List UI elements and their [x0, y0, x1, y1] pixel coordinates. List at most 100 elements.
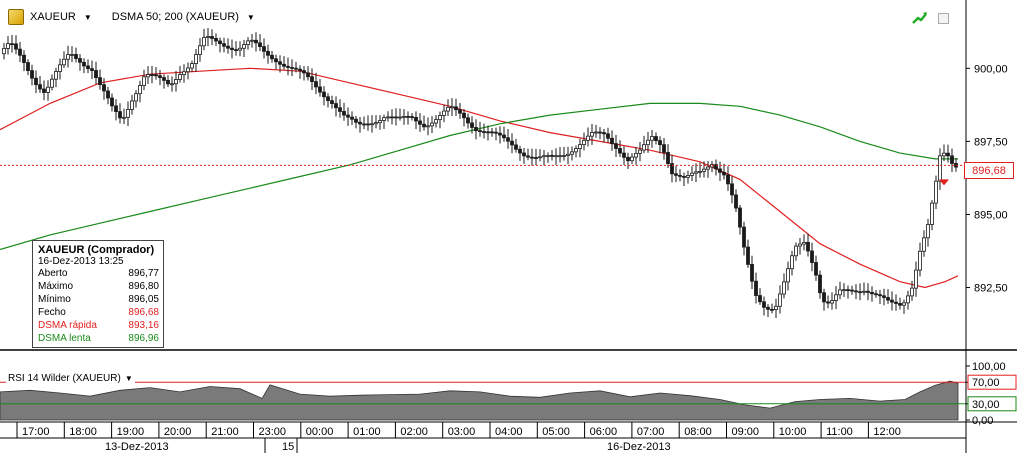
- info-box-datetime: 16-Dez-2013 13:25: [38, 256, 124, 267]
- candle-body: [214, 38, 218, 42]
- candle-body: [842, 289, 846, 292]
- candle-body: [226, 45, 230, 49]
- candle-body: [382, 117, 386, 121]
- candle-body: [762, 301, 766, 308]
- candle-body: [658, 140, 662, 146]
- candle-body: [482, 131, 486, 133]
- window-maximize-icon[interactable]: [938, 12, 949, 24]
- indicator-selector[interactable]: DSMA 50; 200 (XAUEUR): [111, 11, 239, 23]
- candle-body: [650, 136, 654, 141]
- candle-body: [102, 84, 106, 92]
- candle-body: [442, 110, 446, 116]
- indicator-dropdown-icon[interactable]: ▼: [246, 12, 255, 22]
- candle-body: [522, 152, 526, 157]
- candle-body: [198, 45, 202, 55]
- candle-body: [338, 107, 342, 112]
- time-tick-label: 02:00: [400, 426, 428, 438]
- candle-body: [506, 137, 510, 142]
- info-row-high: Máximo 896,80: [38, 281, 159, 292]
- candle-body: [134, 93, 138, 102]
- candle-body: [538, 156, 542, 159]
- candle-body: [846, 289, 850, 292]
- candle-body: [446, 106, 450, 112]
- candle-body: [594, 131, 598, 134]
- candle-body: [494, 131, 498, 134]
- time-tick-label: 00:00: [306, 426, 334, 438]
- candle-body: [834, 294, 838, 301]
- candle-body: [582, 139, 586, 146]
- rsi-selector[interactable]: RSI 14 Wilder (XAUEUR): [8, 373, 121, 384]
- candle-body: [470, 122, 474, 128]
- candle-body: [438, 115, 442, 121]
- candle-body: [390, 116, 394, 119]
- candle-body: [874, 293, 878, 296]
- candle-body: [290, 67, 294, 69]
- symbol-selector[interactable]: XAUEUR: [30, 11, 76, 23]
- candle-body: [306, 72, 310, 78]
- info-row-low: Mínimo 896,05: [38, 294, 159, 305]
- candle-body: [774, 305, 778, 311]
- candle-body: [906, 295, 910, 304]
- candle-body: [858, 291, 862, 294]
- candle-body: [458, 109, 462, 114]
- candle-body: [942, 152, 946, 157]
- candle-body: [330, 100, 334, 104]
- candle-body: [394, 116, 398, 119]
- candle-body: [918, 250, 922, 271]
- candle-body: [10, 43, 14, 46]
- candle-body: [298, 68, 302, 72]
- candle-body: [926, 224, 930, 239]
- trend-arrow-icon[interactable]: [912, 11, 928, 25]
- candle-body: [334, 103, 338, 109]
- date-label: 13-Dez-2013: [105, 441, 169, 453]
- time-tick-label: 12:00: [873, 426, 901, 438]
- rsi-dropdown-icon[interactable]: ▼: [124, 374, 133, 383]
- candle-body: [798, 243, 802, 247]
- rsi-level-tag: [967, 374, 1017, 390]
- candle-body: [614, 143, 618, 149]
- sell-marker-icon: [939, 179, 949, 186]
- candle-body: [850, 289, 854, 292]
- price-tick-label: 895,00: [974, 209, 1008, 221]
- candle-body: [666, 152, 670, 164]
- candle-body: [270, 54, 274, 60]
- candle-body: [686, 175, 690, 178]
- candle-body: [218, 40, 222, 45]
- candle-body: [898, 303, 902, 306]
- candle-body: [262, 46, 266, 52]
- time-tick-label: 03:00: [448, 426, 476, 438]
- time-tick-label: 09:00: [732, 426, 760, 438]
- info-box-title: XAUEUR (Comprador): [38, 244, 155, 256]
- candle-body: [354, 118, 358, 123]
- candle-body: [294, 67, 298, 70]
- candle-body: [278, 61, 282, 65]
- candle-body: [366, 123, 370, 126]
- candle-body: [110, 97, 114, 107]
- candle-body: [518, 148, 522, 154]
- candle-body: [714, 164, 718, 170]
- candle-body: [246, 40, 250, 45]
- candle-body: [866, 290, 870, 293]
- info-row-open: Aberto 896,77: [38, 268, 159, 279]
- rsi-panel: [0, 358, 966, 422]
- candle-body: [222, 43, 226, 47]
- time-tick-label: 06:00: [590, 426, 618, 438]
- candle-body: [250, 39, 254, 42]
- time-tick-label: 17:00: [22, 426, 50, 438]
- candle-body: [86, 65, 90, 70]
- time-tick-label: 10:00: [779, 426, 807, 438]
- candle-body: [426, 125, 430, 128]
- candle-body: [150, 74, 154, 76]
- candle-body: [810, 250, 814, 263]
- candle-body: [542, 155, 546, 158]
- symbol-dropdown-icon[interactable]: ▼: [83, 12, 92, 22]
- candle-body: [646, 139, 650, 146]
- candle-body: [498, 132, 502, 136]
- candle-body: [434, 119, 438, 124]
- candle-body: [170, 83, 174, 86]
- candle-body: [234, 49, 238, 51]
- time-tick-label: 04:00: [495, 426, 523, 438]
- chart-symbol-icon[interactable]: [8, 9, 24, 25]
- candle-body: [350, 116, 354, 120]
